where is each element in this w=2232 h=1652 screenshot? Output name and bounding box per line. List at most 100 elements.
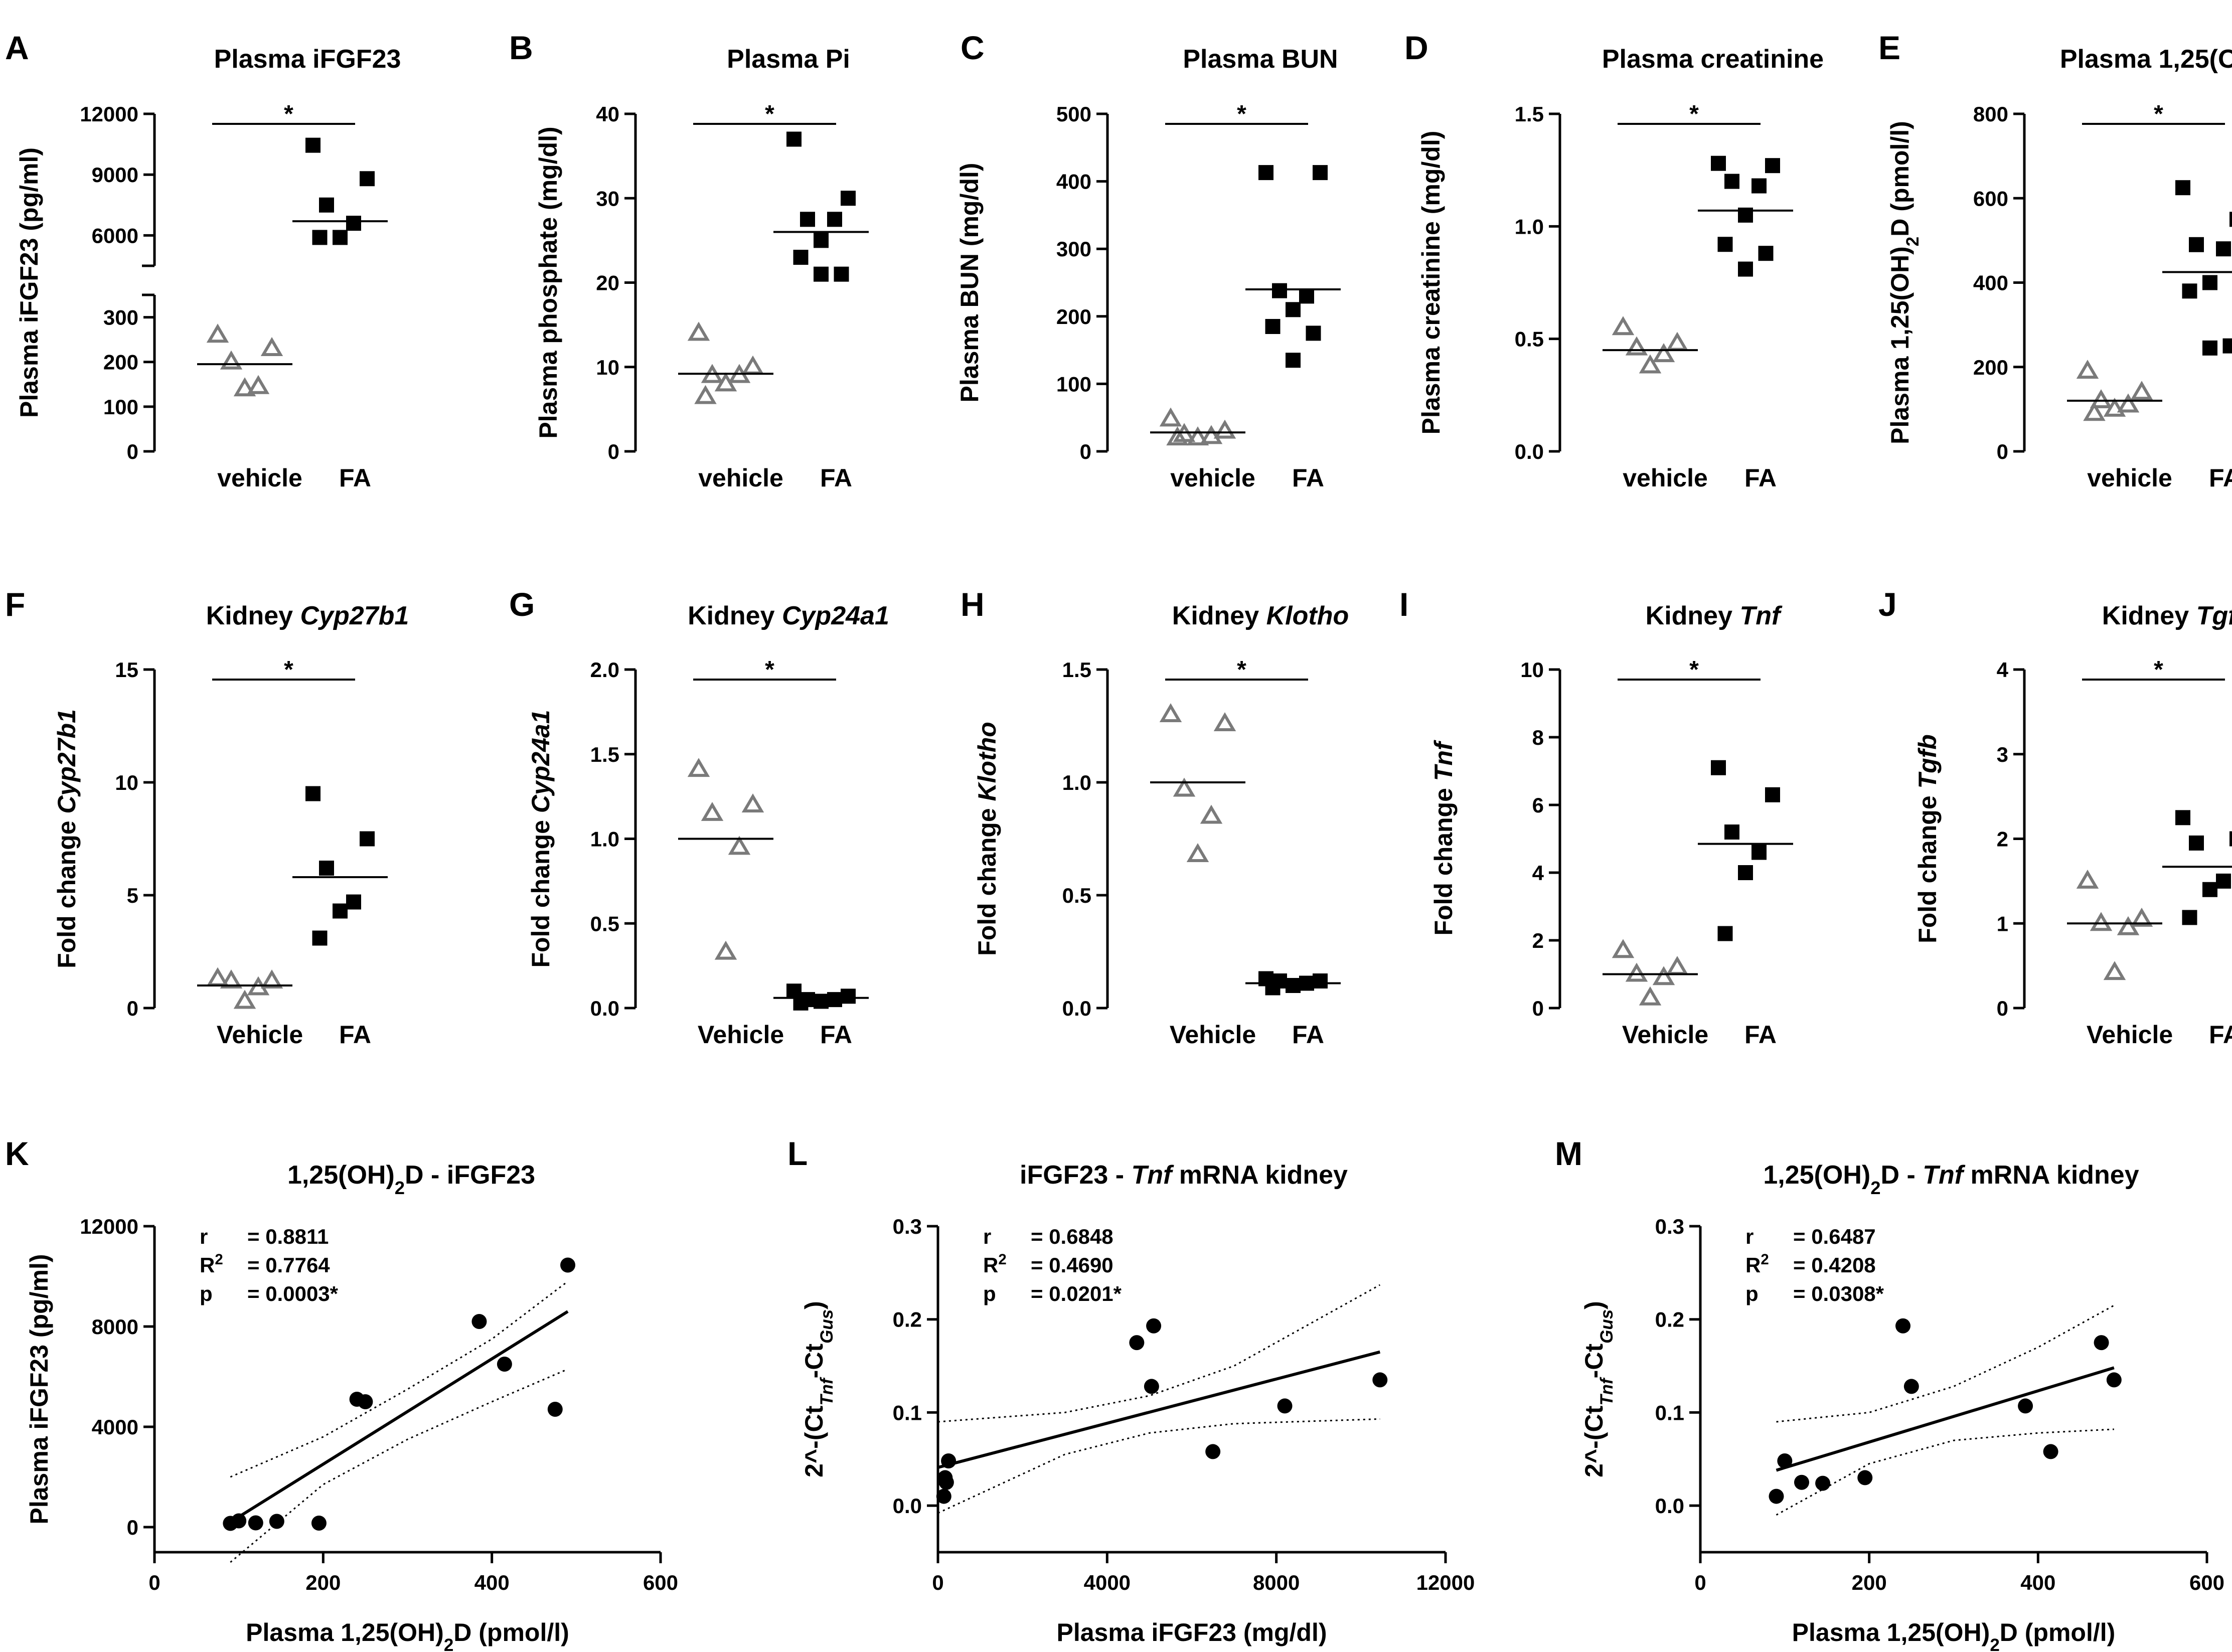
data-point-fa xyxy=(814,233,829,248)
data-point-vehicle xyxy=(1639,354,1662,374)
data-point-vehicle xyxy=(714,940,737,960)
data-point xyxy=(2094,1335,2109,1351)
significance-star: * xyxy=(1237,101,1246,127)
panel-m: M1,25(OH)2D - Tnf mRNA kidney0.00.10.20.… xyxy=(1555,1135,2224,1652)
data-point xyxy=(1129,1335,1145,1351)
x-category-label: FA xyxy=(1292,1021,1324,1049)
x-tick-label: 600 xyxy=(643,1571,678,1594)
data-point xyxy=(311,1516,327,1531)
y-axis-label-part: Fold change xyxy=(53,814,81,968)
data-point-fa xyxy=(2182,910,2197,925)
stat-label-text: p xyxy=(200,1282,213,1305)
significance-star: * xyxy=(1237,656,1246,683)
data-point-vehicle xyxy=(701,801,724,821)
data-point-vehicle xyxy=(220,350,243,370)
panel-b: B Plasma Pi 0 10 20 30 40 Plasma phosphate (mg/… xyxy=(509,29,869,492)
y-tick-label: 200 xyxy=(1056,305,1091,328)
data-point xyxy=(358,1394,373,1409)
panel-e: E Plasma 1,25(OH)2D 0 200 400 600 800 Plasma 1,… xyxy=(1878,29,2232,492)
regression-line xyxy=(937,1350,1381,1469)
data-point-fa xyxy=(2175,810,2190,825)
significance-star: * xyxy=(2154,101,2163,127)
data-point xyxy=(936,1489,951,1504)
panel-letter: E xyxy=(1878,29,1900,66)
y-tick-label: 10 xyxy=(596,356,619,379)
data-point xyxy=(560,1257,576,1273)
significance-star: * xyxy=(2154,656,2163,683)
y-axis-label-part: Klotho xyxy=(973,722,1001,801)
panel-title-part: Kidney xyxy=(1646,601,1740,630)
panel-title-part: D - iFGF23 xyxy=(405,1161,535,1190)
data-point xyxy=(1857,1470,1873,1485)
y-axis-label-part: Tgfb xyxy=(1914,734,1942,788)
panel-title: Plasma BUN xyxy=(1183,45,1338,74)
data-point-vehicle xyxy=(2076,869,2099,889)
data-point-fa xyxy=(2202,340,2217,356)
panel-letter: D xyxy=(1404,29,1428,66)
panel-letter: F xyxy=(5,586,25,623)
x-category-label: vehicle xyxy=(1170,464,1255,492)
panel-a: A Plasma iFGF23 0 100 200 300 6000 9000 12000 Pla… xyxy=(5,29,401,492)
data-point-vehicle xyxy=(260,969,283,988)
panel-title-part: iFGF23 - xyxy=(1020,1161,1131,1190)
panel-title-part: 1,25(OH) xyxy=(1763,1161,1870,1190)
panel-title-part: Cyp24a1 xyxy=(782,601,889,630)
y-tick-label: 0 xyxy=(127,997,138,1020)
stat-label: r xyxy=(1745,1225,1753,1248)
y-tick-label: 12000 xyxy=(80,102,138,126)
data-point xyxy=(269,1514,284,1529)
panel-title-part: 1,25(OH) xyxy=(287,1161,395,1190)
data-point-fa xyxy=(841,191,856,206)
x-category-label: Vehicle xyxy=(217,1021,303,1049)
y-tick-label: 6 xyxy=(1532,793,1544,817)
y-tick-label: 15 xyxy=(115,658,138,682)
y-tick-label: 2 xyxy=(1532,929,1544,952)
y-axis-label-part: Plasma BUN (mg/dl) xyxy=(955,163,984,403)
x-category-label: FA xyxy=(339,464,371,492)
data-point xyxy=(2018,1398,2033,1414)
panel-letter: I xyxy=(1399,586,1408,623)
y-tick-label: 0.0 xyxy=(1062,997,1091,1020)
y-axis-label: Fold change Tgfb xyxy=(1914,734,1942,943)
data-point-vehicle xyxy=(2090,912,2113,931)
stat-value: = 0.4208 xyxy=(1793,1253,1876,1277)
x-category-label: FA xyxy=(1292,464,1324,492)
data-point-vehicle xyxy=(714,372,737,392)
x-category-label: Vehicle xyxy=(1622,1021,1708,1049)
y-tick-label: 5 xyxy=(127,884,138,907)
y-tick-label: 0.1 xyxy=(1655,1401,1684,1424)
data-point-fa xyxy=(2175,180,2190,196)
stat-label-text: r xyxy=(983,1225,991,1248)
y-axis-label: 2^-(CtTnf-CtGus) xyxy=(1580,1301,1617,1477)
y-tick-label: 20 xyxy=(596,271,619,295)
data-point-fa xyxy=(1751,178,1767,194)
data-point-fa xyxy=(1286,302,1301,317)
panel-title-part: Kidney xyxy=(1172,601,1266,630)
y-tick-label: 200 xyxy=(1973,356,2008,379)
confidence-band-upper xyxy=(230,1280,568,1478)
x-category-label: FA xyxy=(1744,464,1777,492)
panel-c: C Plasma BUN 0 100 200 300 400 500 Plasma BUN (m… xyxy=(955,29,1341,492)
data-point-vehicle xyxy=(1612,316,1635,336)
data-point-vehicle xyxy=(1200,804,1223,824)
data-point xyxy=(1277,1398,1293,1414)
panel-title: Plasma 1,25(OH)2D xyxy=(2060,45,2232,82)
data-point-fa xyxy=(1286,353,1301,368)
data-point-fa xyxy=(319,197,334,213)
y-axis-label-part: Plasma iFGF23 (pg/ml) xyxy=(15,147,43,418)
data-point-vehicle xyxy=(687,758,710,777)
confidence-band-lower xyxy=(937,1418,1380,1514)
stat-label-text: R xyxy=(1745,1253,1761,1277)
data-point-fa xyxy=(834,266,849,282)
data-point-vehicle xyxy=(728,836,751,855)
y-tick-label: 8 xyxy=(1532,726,1544,749)
data-point-fa xyxy=(827,212,842,227)
y-tick-label: 0.5 xyxy=(1062,884,1091,907)
stat-value: = 0.0003* xyxy=(247,1282,339,1305)
y-axis-label: Fold change Klotho xyxy=(973,722,1001,956)
stat-label-text: r xyxy=(1745,1225,1753,1248)
significance-star: * xyxy=(284,656,293,683)
stat-label-text: R xyxy=(983,1253,998,1277)
y-axis-label-part: Fold change xyxy=(973,801,1001,955)
data-point-fa xyxy=(346,894,361,910)
